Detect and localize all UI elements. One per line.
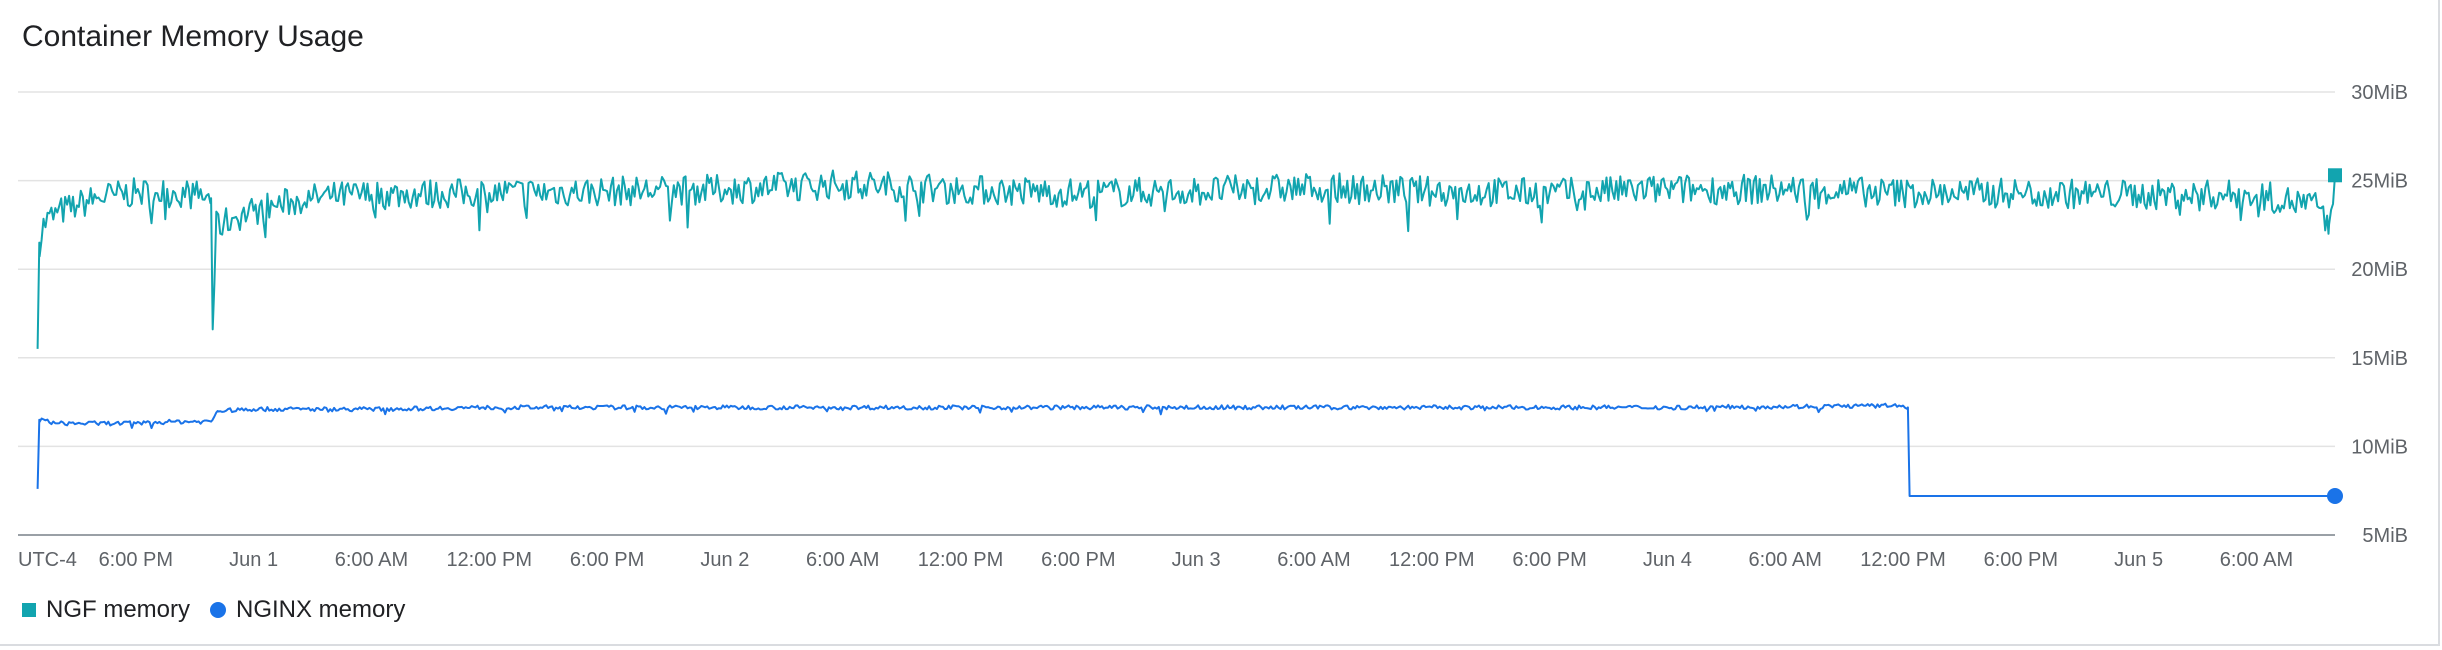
x-tick-label: 6:00 AM [2220, 549, 2293, 571]
x-tick-label: 12:00 PM [1860, 549, 1946, 571]
y-tick-label: 10MiB [2351, 436, 2408, 458]
x-tick-label: Jun 3 [1172, 549, 1221, 571]
x-tick-label: 6:00 AM [806, 549, 879, 571]
x-tick-label: 6:00 AM [335, 549, 408, 571]
x-tick-label: 6:00 PM [99, 549, 173, 571]
x-tick-label: 6:00 PM [1512, 549, 1586, 571]
x-tick-label: 12:00 PM [446, 549, 532, 571]
x-tick-label: 12:00 PM [1389, 549, 1475, 571]
series-line-nginx-memory [36, 402, 2335, 497]
gridlines [18, 91, 2335, 536]
x-tick-label: 6:00 AM [1277, 549, 1350, 571]
x-tick-label: 6:00 PM [1041, 549, 1115, 571]
x-tick-label: Jun 1 [229, 549, 278, 571]
x-tick-label: 6:00 PM [1984, 549, 2058, 571]
legend-item-ngf-memory[interactable]: NGF memory [22, 596, 190, 624]
series-lines [36, 168, 2343, 505]
legend: NGF memory NGINX memory [22, 596, 425, 624]
x-tick-label: Jun 4 [1643, 549, 1692, 571]
x-tick-label: Jun 2 [700, 549, 749, 571]
y-tick-label: 25MiB [2351, 171, 2408, 193]
series-line-ngf-memory [36, 169, 2336, 349]
x-axis-ticks: UTC-4 6:00 PM Jun 1 6:00 AM 12:00 PM 6:00 PM… [18, 549, 2293, 571]
legend-label: NGINX memory [236, 596, 406, 623]
y-tick-label: 30MiB [2351, 82, 2408, 104]
timezone-label: UTC-4 [18, 549, 77, 571]
y-tick-label: 20MiB [2351, 259, 2408, 281]
legend-label: NGF memory [46, 596, 190, 623]
legend-item-nginx-memory[interactable]: NGINX memory [210, 596, 405, 624]
x-tick-label: 6:00 AM [1749, 549, 1822, 571]
series-end-marker [2328, 168, 2342, 183]
y-axis-ticks: 30MiB 25MiB 20MiB 15MiB 10MiB 5MiB [2351, 82, 2408, 547]
y-tick-label: 15MiB [2351, 348, 2408, 370]
x-tick-label: 12:00 PM [918, 549, 1004, 571]
x-tick-label: Jun 5 [2114, 549, 2163, 571]
y-tick-label: 5MiB [2362, 525, 2408, 547]
chart-title: Container Memory Usage [22, 20, 364, 53]
series-end-marker [2327, 488, 2343, 505]
nginx-memory-swatch [210, 602, 226, 618]
x-tick-label: 6:00 PM [570, 549, 644, 571]
ngf-memory-swatch [22, 603, 36, 617]
